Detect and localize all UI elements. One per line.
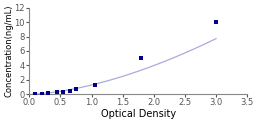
Point [46, 92, 50, 94]
Point [214, 21, 218, 23]
Point [74, 88, 78, 90]
Point [55, 92, 59, 93]
Point [61, 91, 66, 93]
Point [68, 90, 72, 92]
Point [40, 93, 44, 95]
X-axis label: Optical Density: Optical Density [101, 109, 176, 119]
Point [33, 93, 37, 95]
Point [93, 84, 97, 86]
Y-axis label: Concentration(ng/mL): Concentration(ng/mL) [4, 5, 13, 97]
Point [139, 57, 143, 59]
